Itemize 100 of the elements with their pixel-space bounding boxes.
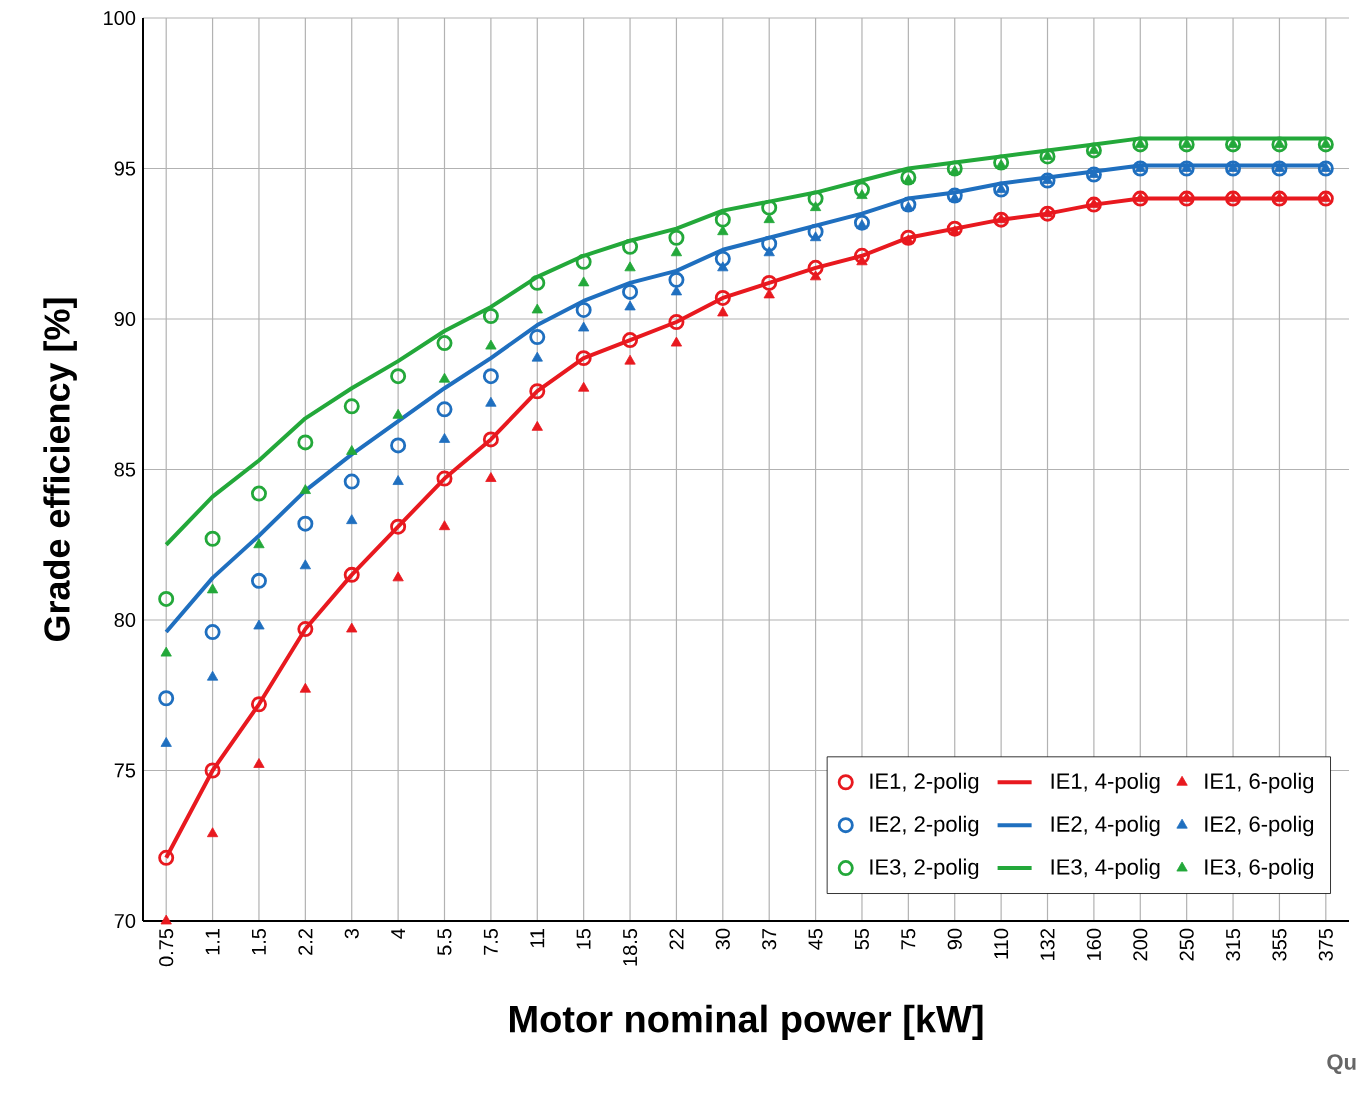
- point: [717, 306, 729, 317]
- point: [622, 283, 639, 300]
- point: [158, 690, 175, 707]
- point: [299, 484, 311, 494]
- point: [856, 189, 868, 199]
- point: [993, 154, 1010, 171]
- x-tick-label: 315: [1225, 928, 1241, 961]
- point: [392, 571, 404, 582]
- point: [160, 914, 172, 925]
- point: [531, 420, 543, 431]
- x-tick-label: 30: [715, 928, 730, 950]
- point: [253, 758, 265, 768]
- point: [578, 381, 590, 392]
- point: [529, 274, 546, 291]
- point: [485, 396, 497, 407]
- point: [714, 289, 731, 306]
- point: [807, 190, 824, 207]
- point: [1085, 166, 1102, 183]
- point: [160, 737, 172, 747]
- point: [392, 475, 404, 485]
- point: [482, 431, 499, 448]
- legend-label: IE1, 2-polig: [870, 772, 979, 794]
- point: [668, 229, 685, 246]
- point: [531, 303, 543, 314]
- point: [1039, 205, 1056, 222]
- point: [482, 307, 499, 324]
- y-tick-label: 85: [114, 462, 136, 477]
- point: [297, 434, 314, 451]
- point: [1225, 160, 1242, 177]
- point: [436, 335, 453, 352]
- point: [206, 583, 219, 594]
- point: [160, 646, 172, 657]
- y-tick-label: 90: [114, 311, 136, 327]
- x-axis-title: Motor nominal power [kW]: [510, 1004, 983, 1041]
- x-tick-label: 15: [576, 928, 591, 949]
- point: [297, 621, 314, 638]
- x-tick-label: 375: [1318, 928, 1333, 961]
- x-tick-label: 110: [994, 928, 1009, 959]
- y-tick-label: 70: [114, 913, 136, 929]
- point: [299, 682, 311, 693]
- point: [1085, 196, 1102, 213]
- point: [624, 300, 636, 311]
- point: [529, 383, 546, 400]
- x-tick-label: 3: [344, 928, 359, 939]
- point: [438, 372, 451, 383]
- point: [807, 259, 824, 276]
- point: [343, 566, 360, 583]
- point: [250, 485, 267, 502]
- legend-label: IE3, 2-polig: [870, 858, 979, 880]
- point: [1132, 160, 1149, 177]
- x-tick-label: 90: [947, 928, 962, 950]
- point: [346, 445, 358, 455]
- point: [531, 351, 543, 362]
- point: [253, 538, 265, 549]
- legend-label: IE3, 6-polig: [1205, 858, 1314, 880]
- point: [575, 253, 592, 270]
- point: [438, 520, 451, 531]
- point: [856, 219, 868, 230]
- point: [668, 271, 685, 288]
- x-tick-label: 132: [1040, 929, 1055, 960]
- point: [343, 398, 360, 415]
- point: [158, 849, 175, 866]
- point: [206, 670, 219, 681]
- point: [853, 181, 870, 198]
- x-tick-label: 160: [1086, 928, 1101, 960]
- point: [853, 247, 870, 264]
- legend-label: IE1, 6-polig: [1205, 772, 1314, 794]
- point: [761, 274, 778, 291]
- point: [809, 270, 822, 281]
- y-tick-label: 75: [114, 763, 136, 778]
- legend-label: IE3, 4-polig: [1051, 858, 1160, 880]
- point: [436, 470, 453, 487]
- point: [807, 223, 824, 240]
- point: [761, 199, 778, 216]
- point: [624, 354, 636, 365]
- legend-label: IE2, 4-polig: [1051, 815, 1160, 837]
- point: [853, 214, 870, 231]
- point: [578, 276, 590, 287]
- point: [717, 261, 729, 272]
- point: [578, 321, 590, 332]
- point: [809, 231, 822, 242]
- point: [485, 339, 497, 350]
- point: [390, 518, 407, 535]
- point: [763, 246, 775, 257]
- x-tick-label: 37: [762, 929, 777, 950]
- point: [575, 350, 592, 367]
- point: [670, 246, 683, 257]
- point: [529, 329, 546, 346]
- point: [204, 530, 221, 547]
- point: [436, 401, 453, 418]
- point: [714, 211, 731, 228]
- point: [204, 624, 221, 641]
- x-tick-label: 200: [1133, 928, 1148, 961]
- point: [622, 332, 639, 349]
- x-tick-label: 18.5: [622, 928, 638, 966]
- point: [575, 301, 592, 318]
- point: [900, 229, 917, 246]
- x-tick-label: 55: [855, 928, 869, 950]
- x-tick-label: 7.5: [483, 928, 498, 955]
- point: [485, 472, 497, 482]
